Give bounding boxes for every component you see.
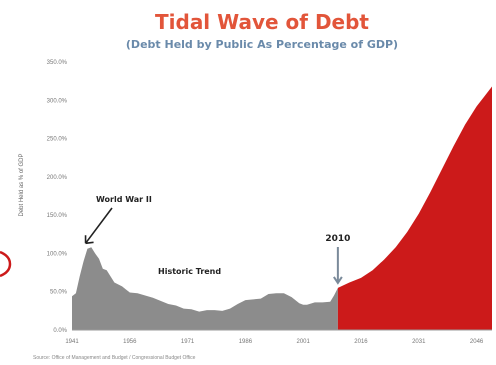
y-tick-label: 200.0% — [47, 175, 68, 181]
world-war-ii-arrow — [84, 207, 113, 245]
y-tick-label: 150.0% — [47, 213, 68, 219]
x-tick-label: 2031 — [412, 339, 426, 345]
y-tick-label: 100.0% — [47, 251, 68, 257]
chart-title: Tidal Wave of Debt — [155, 10, 369, 34]
historic-trend-area — [72, 247, 338, 330]
edge-glyph-icon — [0, 250, 12, 278]
y-tick-label: 50.0% — [50, 290, 68, 296]
y-tick-label: 0.0% — [53, 328, 67, 334]
chart-subtitle: (Debt Held by Public As Percentage of GD… — [126, 38, 398, 51]
y-tick-label: 300.0% — [47, 98, 68, 104]
y-tick-label: 350.0% — [47, 60, 68, 66]
x-tick-label: 2016 — [354, 339, 368, 345]
x-tick-label: 1956 — [123, 339, 137, 345]
y-tick-label: 250.0% — [47, 137, 68, 143]
annotation-historic-trend: Historic Trend — [158, 267, 221, 276]
source-note: Source: Office of Management and Budget … — [33, 355, 196, 361]
y-axis-label: Debt Held as % of GDP — [19, 153, 25, 216]
x-tick-label: 1941 — [65, 339, 79, 345]
arrow-2010 — [333, 247, 343, 285]
x-tick-label: 1986 — [239, 339, 253, 345]
current-policy-area — [337, 86, 492, 330]
x-tick-label: 2001 — [297, 339, 311, 345]
y-axis-ticks: 0.0% 50.0% 100.0% 150.0% 200.0% 250.0% 300.0% 3… — [47, 60, 68, 334]
x-tick-label: 2046 — [470, 339, 484, 345]
annotation-current-policy: Current Policy — [387, 115, 443, 123]
x-tick-label: 1971 — [181, 339, 195, 345]
annotation-2010: 2010 — [325, 234, 350, 244]
annotation-world-war-ii: World War II — [96, 195, 152, 204]
x-axis-ticks: 1941 1956 1971 1986 2001 2016 2031 2046 — [65, 339, 484, 345]
